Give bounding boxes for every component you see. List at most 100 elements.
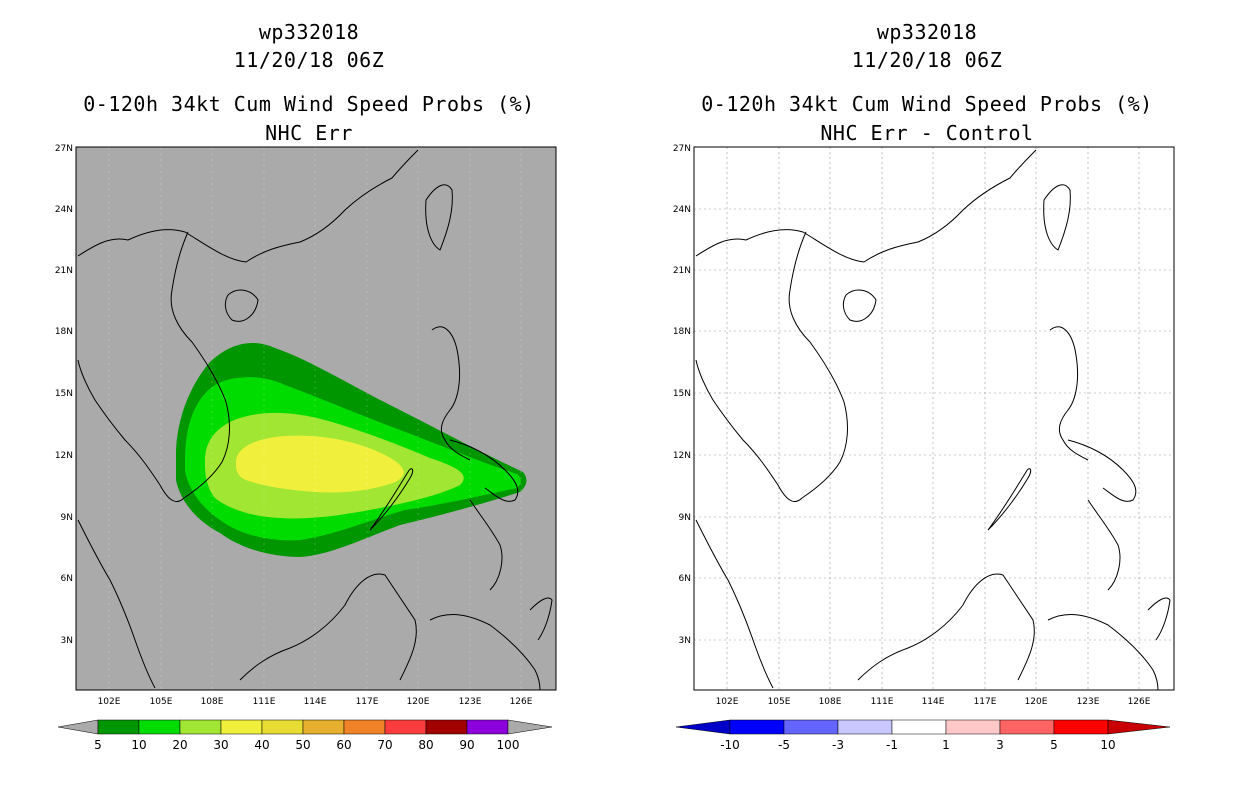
colorbar-label: 3 (996, 738, 1004, 752)
left-date: 11/20/18 06Z (233, 48, 385, 72)
left-map: 27N 24N 21N 18N 15N 12N 9N 6N 3N 102E 10… (55, 144, 557, 752)
left-lat-labels: 27N 24N 21N 18N 15N 12N 9N 6N 3N (55, 144, 73, 646)
right-date: 11/20/18 06Z (851, 48, 1003, 72)
lon-label: 117E (974, 697, 997, 707)
probability-contours (176, 342, 527, 557)
lat-label: 18N (673, 327, 691, 337)
coastlines (77, 149, 553, 691)
colorbar-swatch (302, 719, 345, 735)
lon-label: 123E (1077, 697, 1100, 707)
lat-label: 3N (61, 636, 73, 646)
colorbar-swatch (138, 719, 181, 735)
right-lat-labels: 27N 24N 21N 18N 15N 12N 9N 6N 3N (673, 144, 691, 646)
left-panel: wp332018 11/20/18 06Z 0-120h 34kt Cum Wi… (55, 20, 557, 752)
left-lon-labels: 102E 105E 108E 111E 114E 117E 120E 123E … (98, 697, 533, 707)
colorbar-label: 40 (254, 738, 269, 752)
lat-label: 27N (55, 144, 73, 154)
lat-label: 24N (673, 205, 691, 215)
right-lon-labels: 102E 105E 108E 111E 114E 117E 120E 123E … (716, 697, 1151, 707)
right-colorbar: -10 -5 -3 -1 1 3 5 10 (675, 719, 1171, 752)
colorbar-swatch (384, 719, 427, 735)
lat-label: 15N (673, 389, 691, 399)
lon-label: 114E (922, 697, 945, 707)
lon-label: 108E (201, 697, 224, 707)
left-colorbar: 5 10 20 30 40 50 60 70 80 90 100 (57, 719, 553, 752)
lon-label: 123E (459, 697, 482, 707)
right-panel: wp332018 11/20/18 06Z 0-120h 34kt Cum Wi… (618, 0, 1236, 800)
colorbar-label: 10 (131, 738, 146, 752)
lat-label: 12N (55, 451, 73, 461)
colorbar-label: 20 (172, 738, 187, 752)
colorbar-low-arrow (57, 719, 99, 735)
lat-label: 21N (673, 266, 691, 276)
colorbar-swatch (425, 719, 468, 735)
lat-label: 21N (55, 266, 73, 276)
colorbar-swatch (220, 719, 263, 735)
left-storm-id: wp332018 (258, 20, 360, 44)
colorbar-swatch (729, 719, 785, 735)
colorbar-low-arrow (675, 719, 731, 735)
colorbar-label: 30 (213, 738, 228, 752)
colorbar-label: 100 (497, 738, 520, 752)
right-storm-id: wp332018 (876, 20, 978, 44)
lat-label: 9N (679, 513, 691, 523)
lon-label: 102E (98, 697, 121, 707)
lon-label: 105E (150, 697, 173, 707)
colorbar-label: 80 (418, 738, 433, 752)
lon-label: 120E (1025, 697, 1048, 707)
lon-label: 111E (871, 697, 894, 707)
colorbar-swatch (261, 719, 304, 735)
right-map-background (694, 147, 1174, 690)
lat-label: 15N (55, 389, 73, 399)
coastlines (695, 149, 1171, 691)
colorbar-label: -3 (832, 738, 844, 752)
right-map-frame (693, 146, 1175, 691)
lon-label: 105E (768, 697, 791, 707)
lon-label: 126E (510, 697, 533, 707)
colorbar-high-arrow (507, 719, 553, 735)
colorbar-label: 10 (1100, 738, 1115, 752)
colorbar-swatch (945, 719, 1001, 735)
colorbar-swatch (179, 719, 222, 735)
colorbar-swatch (783, 719, 839, 735)
colorbar-swatch (343, 719, 386, 735)
lat-label: 3N (679, 636, 691, 646)
colorbar-swatch (837, 719, 893, 735)
colorbar-swatch (1053, 719, 1109, 735)
colorbar-high-arrow (1107, 719, 1171, 735)
colorbar-label: 5 (94, 738, 102, 752)
right-subtitle: NHC Err - Control (820, 121, 1034, 145)
left-map-frame (75, 146, 557, 691)
colorbar-label: -5 (778, 738, 790, 752)
lat-label: 18N (55, 327, 73, 337)
colorbar-label: 1 (942, 738, 950, 752)
colorbar-swatch (466, 719, 509, 735)
lon-label: 114E (304, 697, 327, 707)
colorbar-label: 70 (377, 738, 392, 752)
colorbar-label: 90 (459, 738, 474, 752)
colorbar-label: -1 (886, 738, 898, 752)
prob-30-contour (236, 435, 404, 493)
lat-label: 27N (673, 144, 691, 154)
right-product-title: 0-120h 34kt Cum Wind Speed Probs (%) (701, 92, 1153, 116)
lat-label: 12N (673, 451, 691, 461)
right-map: 27N 24N 21N 18N 15N 12N 9N 6N 3N 102E 10… (673, 144, 1175, 752)
colorbar-swatch (97, 719, 140, 735)
lon-label: 111E (253, 697, 276, 707)
left-subtitle: NHC Err (265, 121, 353, 145)
left-product-title: 0-120h 34kt Cum Wind Speed Probs (%) (83, 92, 535, 116)
lat-label: 9N (61, 513, 73, 523)
lat-label: 6N (679, 574, 691, 584)
lat-label: 6N (61, 574, 73, 584)
lon-label: 126E (1128, 697, 1151, 707)
lat-label: 24N (55, 205, 73, 215)
lon-label: 120E (407, 697, 430, 707)
colorbar-swatch (891, 719, 947, 735)
colorbar-label: 50 (295, 738, 310, 752)
lon-label: 102E (716, 697, 739, 707)
lon-label: 117E (356, 697, 379, 707)
right-gridlines (694, 147, 1174, 690)
lon-label: 108E (819, 697, 842, 707)
colorbar-swatch (999, 719, 1055, 735)
colorbar-label: -10 (720, 738, 740, 752)
